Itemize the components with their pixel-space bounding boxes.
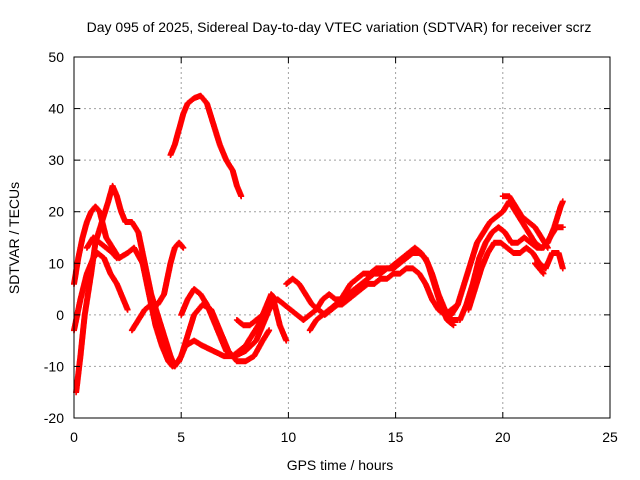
series-trace-8 [233,306,273,329]
x-tick-label: 15 [388,429,404,445]
y-axis-label: SDTVAR / TECUs [6,182,22,294]
chart-title: Day 095 of 2025, Sidereal Day-to-day VTE… [87,19,592,35]
y-tick-label: 50 [48,49,64,65]
series-markers [167,92,245,200]
y-tick-label: -20 [44,410,64,426]
series-markers [306,265,461,334]
series-trace-5 [128,239,187,334]
series-markers [456,224,566,323]
x-tick-label: 20 [495,429,511,445]
series-markers [128,239,187,334]
y-tick-label: -10 [44,358,64,374]
plot-frame [73,56,611,419]
series-trace-11 [306,265,461,334]
x-tick-label: 5 [177,429,185,445]
series-markers [465,239,566,313]
series-trace-4 [83,234,120,262]
series-trace-15 [499,193,551,251]
plot-area [71,92,566,396]
series-markers [499,193,551,251]
x-axis-label: GPS time / hours [287,457,394,473]
series-trace-6 [167,92,245,200]
axis-ticks: 0 5 10 15 20 25 -20 -10 0 10 20 30 40 50 [44,49,618,445]
y-tick-label: 40 [48,101,64,117]
series-markers [233,306,273,329]
y-tick-label: 10 [48,255,64,271]
series-trace-14 [465,239,566,313]
y-tick-label: 0 [56,307,64,323]
series-markers [71,203,290,370]
x-tick-label: 0 [70,429,78,445]
x-tick-label: 10 [281,429,297,445]
series-markers [83,234,120,262]
y-tick-label: 20 [48,204,64,220]
y-tick-label: 30 [48,152,64,168]
series-trace-13 [456,224,566,323]
series-trace-7 [178,286,279,360]
series-markers [178,286,279,360]
series-markers [532,260,547,277]
x-tick-label: 25 [602,429,618,445]
series-trace-16 [532,260,547,277]
series-trace-2 [71,203,290,370]
